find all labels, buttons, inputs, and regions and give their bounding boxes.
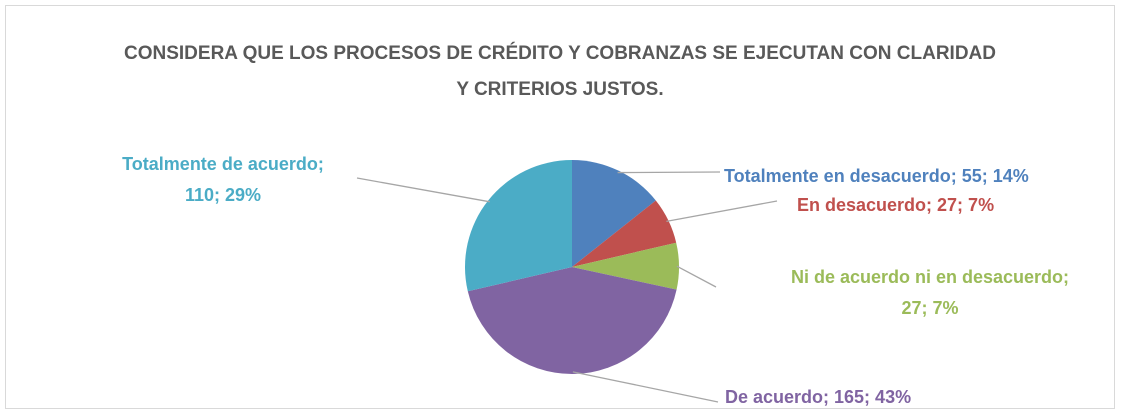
pie-slice <box>572 160 656 267</box>
pie-slice <box>467 267 677 374</box>
pie-slice <box>465 160 572 292</box>
leader-line <box>356 177 490 203</box>
pie-slice <box>572 200 677 267</box>
label-line: 110; 29% <box>185 185 261 205</box>
data-label: En desacuerdo; 27; 7% <box>797 195 994 215</box>
leader-line <box>676 265 717 288</box>
data-label: Totalmente de acuerdo; 110; 29% <box>122 154 324 205</box>
leader-line <box>617 171 721 174</box>
data-label: Totalmente en desacuerdo; 55; 14% <box>724 166 1029 186</box>
chart-border <box>5 5 1115 409</box>
leader-line <box>666 200 778 223</box>
data-label: Ni de acuerdo ni en desacuerdo; 27; 7% <box>791 267 1069 318</box>
data-label: De acuerdo; 165; 43% <box>725 387 911 407</box>
label-line: Ni de acuerdo ni en desacuerdo; <box>791 267 1069 287</box>
chart-title: CONSIDERA QUE LOS PROCESOS DE CRÉDITO Y … <box>124 43 996 100</box>
label-line: 27; 7% <box>901 298 958 318</box>
leader-line <box>572 371 719 403</box>
pie-slice <box>572 242 679 290</box>
label-line: Totalmente de acuerdo; <box>122 154 324 174</box>
